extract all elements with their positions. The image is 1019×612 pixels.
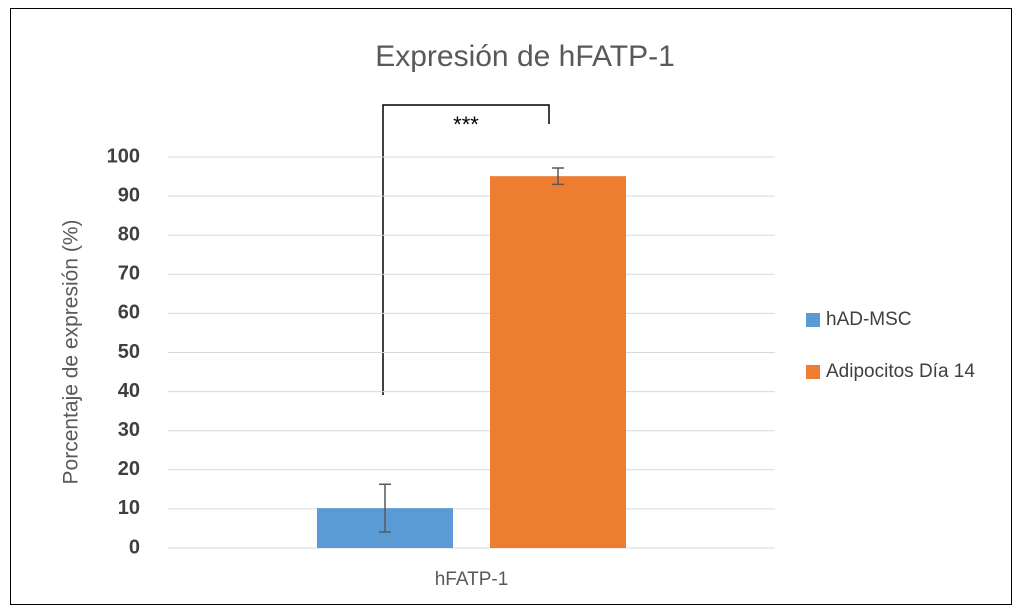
y-tick-label: 50	[118, 341, 140, 363]
y-tick-label: 60	[118, 302, 140, 324]
x-tick-label: hFATP-1	[435, 569, 509, 590]
y-tick-label: 80	[118, 223, 140, 245]
legend-swatch	[806, 313, 820, 327]
y-tick-label: 40	[118, 380, 140, 402]
y-tick-label: 10	[118, 497, 140, 519]
legend-swatch	[806, 365, 820, 379]
bar	[490, 176, 626, 548]
y-tick-label: 70	[118, 263, 140, 285]
y-tick-label: 90	[118, 184, 140, 206]
significance-bracket	[382, 104, 550, 395]
chart-title: Expresión de hFATP-1	[375, 40, 675, 73]
y-tick-label: 0	[129, 536, 140, 558]
y-tick-label: 100	[107, 145, 140, 167]
y-tick-label: 30	[118, 419, 140, 441]
legend-label: Adipocitos Día 14	[826, 361, 975, 382]
significance-label: ***	[453, 112, 479, 137]
error-bar	[552, 167, 564, 186]
legend-label: hAD-MSC	[826, 309, 912, 330]
y-axis-label: Porcentaje de expresión (%)	[60, 220, 83, 485]
error-bar	[379, 483, 391, 533]
y-tick-label: 20	[118, 458, 140, 480]
